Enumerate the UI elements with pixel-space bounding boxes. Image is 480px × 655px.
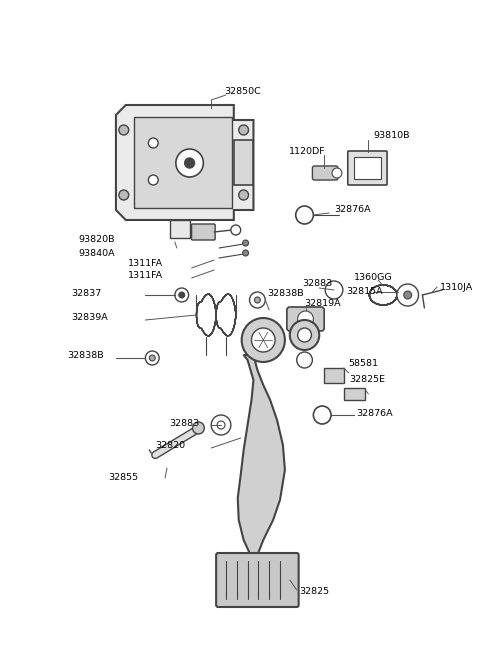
- Text: 32819A: 32819A: [304, 299, 341, 307]
- Circle shape: [298, 328, 312, 342]
- Circle shape: [252, 328, 275, 352]
- Circle shape: [231, 225, 240, 235]
- Text: 93840A: 93840A: [79, 248, 115, 257]
- FancyBboxPatch shape: [192, 224, 215, 240]
- Polygon shape: [133, 117, 232, 208]
- Bar: [354, 157, 381, 179]
- Text: 1311FA: 1311FA: [128, 272, 163, 280]
- Text: 1120DF: 1120DF: [289, 147, 325, 157]
- FancyBboxPatch shape: [312, 166, 338, 180]
- Text: 32855: 32855: [108, 474, 138, 483]
- Circle shape: [192, 422, 204, 434]
- Circle shape: [148, 138, 158, 148]
- Circle shape: [119, 125, 129, 135]
- Bar: [324, 368, 344, 383]
- Text: 32883: 32883: [302, 278, 333, 288]
- Text: 93810B: 93810B: [373, 132, 410, 141]
- Text: 93820B: 93820B: [79, 236, 115, 244]
- Circle shape: [404, 291, 412, 299]
- FancyBboxPatch shape: [287, 307, 324, 331]
- Bar: [234, 140, 253, 185]
- Circle shape: [243, 250, 249, 256]
- Text: 32876A: 32876A: [334, 206, 371, 214]
- Text: 32838B: 32838B: [67, 352, 103, 360]
- Circle shape: [241, 318, 285, 362]
- Text: 32839A: 32839A: [71, 314, 108, 322]
- Circle shape: [149, 355, 155, 361]
- Circle shape: [148, 175, 158, 185]
- Text: 1311FA: 1311FA: [128, 259, 163, 267]
- Circle shape: [179, 292, 185, 298]
- Circle shape: [239, 125, 249, 135]
- Bar: [344, 388, 365, 400]
- Polygon shape: [116, 105, 253, 220]
- Bar: [170, 220, 190, 238]
- Text: 32876A: 32876A: [357, 409, 393, 417]
- Circle shape: [254, 297, 260, 303]
- Text: 32883: 32883: [169, 419, 199, 428]
- Text: 1360GG: 1360GG: [354, 274, 392, 282]
- Text: 32820: 32820: [155, 441, 185, 449]
- Text: 58581: 58581: [349, 360, 379, 369]
- Text: 1310JA: 1310JA: [440, 282, 473, 291]
- Polygon shape: [238, 355, 285, 555]
- Text: 32838B: 32838B: [267, 288, 304, 297]
- Text: 32825: 32825: [300, 588, 330, 597]
- Circle shape: [119, 190, 129, 200]
- Circle shape: [397, 284, 419, 306]
- Text: 32850C: 32850C: [224, 86, 261, 96]
- Text: 32815A: 32815A: [346, 288, 383, 297]
- Circle shape: [185, 158, 194, 168]
- Text: 32837: 32837: [71, 288, 101, 297]
- Circle shape: [239, 190, 249, 200]
- Circle shape: [298, 311, 313, 327]
- Circle shape: [332, 168, 342, 178]
- Circle shape: [290, 320, 319, 350]
- FancyBboxPatch shape: [216, 553, 299, 607]
- Circle shape: [243, 240, 249, 246]
- FancyBboxPatch shape: [348, 151, 387, 185]
- Text: 32825E: 32825E: [349, 375, 385, 384]
- Circle shape: [176, 149, 204, 177]
